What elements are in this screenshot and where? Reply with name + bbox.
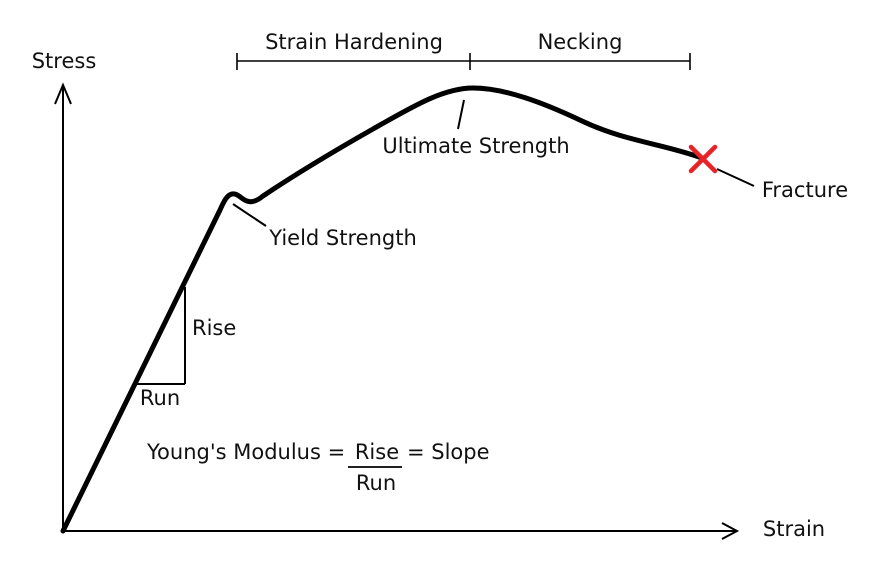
- necking-label: Necking: [538, 30, 623, 54]
- slope-triangle: [137, 287, 186, 385]
- x-axis-arrowhead-icon: [721, 522, 740, 540]
- stress-strain-curve: [60, 85, 705, 534]
- region-bracket: [236, 53, 691, 70]
- run-label: Run: [140, 386, 180, 410]
- formula-lhs: Young's Modulus =: [146, 440, 345, 464]
- y-axis-label: Stress: [32, 49, 97, 73]
- x-axis: [63, 522, 740, 540]
- formula-numerator: Rise: [355, 440, 399, 464]
- x-axis-label: Strain: [763, 517, 825, 541]
- ultimate-strength-label: Ultimate Strength: [382, 134, 569, 158]
- ultimate-strength-pointer: [457, 99, 465, 130]
- fracture-x-marker: [688, 144, 718, 174]
- strain-hardening-label: Strain Hardening: [265, 30, 443, 54]
- fracture-label: Fracture: [762, 178, 848, 202]
- yield-strength-label: Yield Strength: [268, 226, 417, 250]
- y-axis-arrowhead-icon: [54, 82, 72, 105]
- formula-denominator: Run: [356, 471, 396, 495]
- formula-rhs: = Slope: [407, 440, 490, 464]
- y-axis: [54, 82, 72, 531]
- youngs-modulus-formula: Young's Modulus = Rise Run = Slope: [146, 440, 490, 495]
- yield-strength-pointer: [232, 203, 267, 227]
- rise-label: Rise: [192, 316, 236, 340]
- fracture-pointer: [716, 168, 755, 187]
